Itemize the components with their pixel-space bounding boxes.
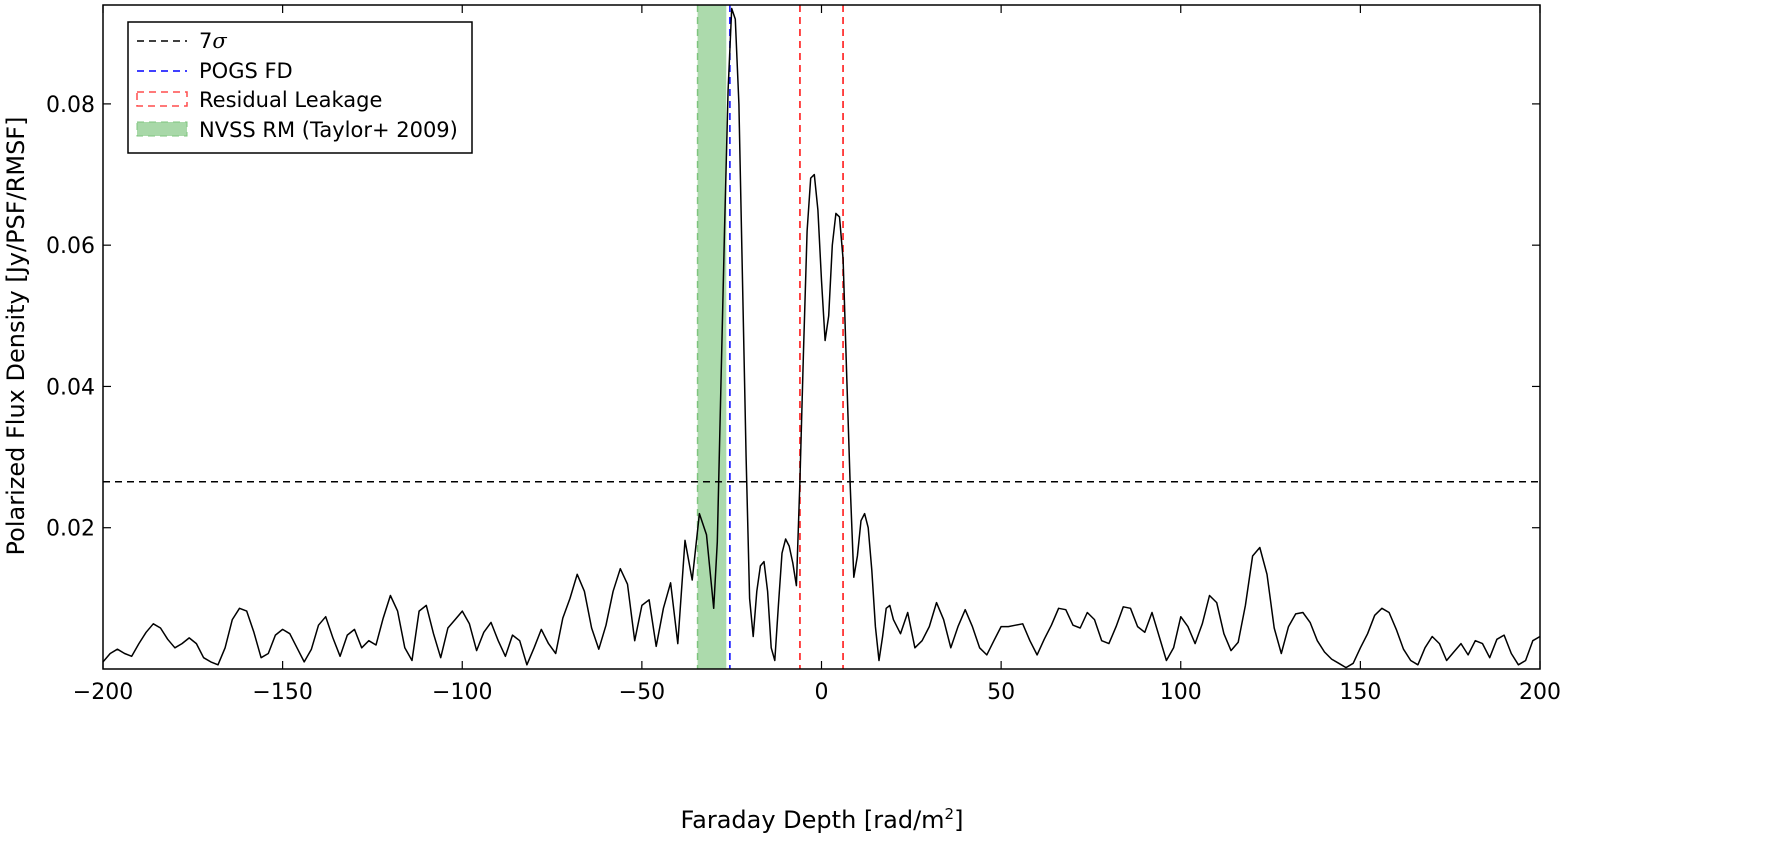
x-tick-label: −200 <box>73 680 133 705</box>
x-tick-label: −50 <box>619 680 665 705</box>
x-tick-label: 150 <box>1339 680 1381 705</box>
x-axis-label: Faraday Depth [rad/m2] <box>681 805 964 834</box>
y-axis: 0.02 0.04 0.06 0.08 <box>46 93 1540 542</box>
legend: 7σ POGS FD Residual Leakage NVSS RM (Tay… <box>127 21 473 154</box>
x-tick-label: 100 <box>1160 680 1202 705</box>
x-tick-label: 50 <box>987 680 1015 705</box>
legend-swatch-residual-leakage <box>136 91 188 107</box>
x-tick-label: −150 <box>252 680 312 705</box>
x-tick-label: −100 <box>432 680 492 705</box>
legend-label-pogs-fd: POGS FD <box>199 59 293 83</box>
y-tick-label: 0.06 <box>46 234 95 259</box>
spectrum-line <box>103 7 1540 669</box>
legend-swatch-nvss-rm <box>136 121 188 137</box>
legend-label-residual-leakage: Residual Leakage <box>199 88 382 112</box>
x-axis: −200 −150 −100 −50 0 50 100 150 200 <box>73 5 1561 705</box>
y-tick-label: 0.08 <box>46 93 95 118</box>
y-tick-label: 0.02 <box>46 517 95 542</box>
plot-area <box>103 5 1540 669</box>
y-axis-label: Polarized Flux Density [Jy/PSF/RMSF] <box>2 117 30 556</box>
x-tick-label: 200 <box>1519 680 1561 705</box>
legend-label-7sigma: 7σ <box>199 29 227 53</box>
x-tick-label: 0 <box>815 680 829 705</box>
y-tick-label: 0.04 <box>46 375 95 400</box>
legend-label-nvss-rm: NVSS RM (Taylor+ 2009) <box>199 118 458 142</box>
